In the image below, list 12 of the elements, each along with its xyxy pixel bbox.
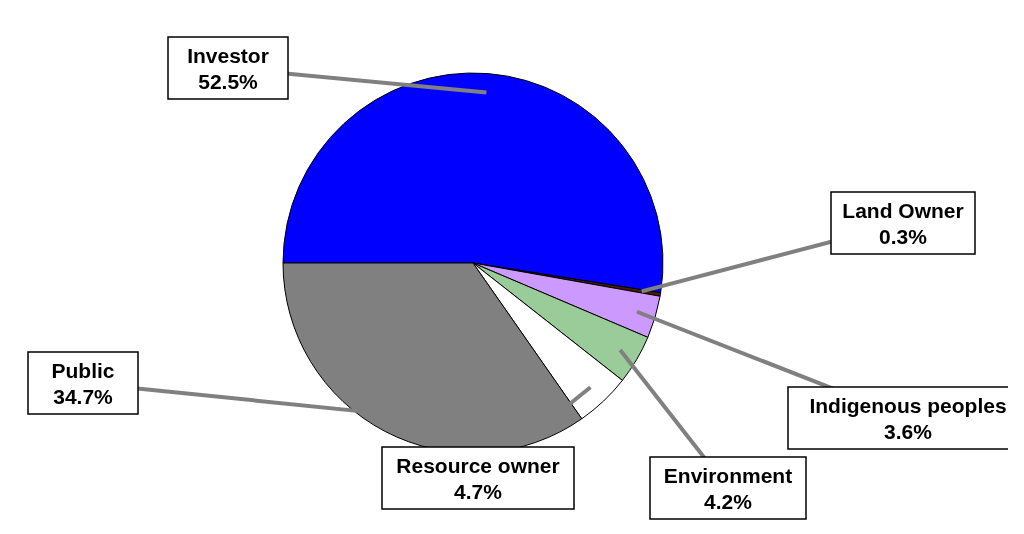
slice-label: Investor (187, 44, 269, 67)
slice-label: Public (51, 359, 115, 382)
slice-label: Land Owner (842, 199, 964, 222)
slice-label: Environment (663, 464, 793, 487)
data-label: 4.2% (704, 490, 753, 513)
data-label: 3.6% (884, 420, 933, 443)
data-label: 34.7% (53, 385, 114, 408)
slice-label: Indigenous peoples (809, 394, 1007, 417)
data-label: 0.3% (879, 225, 928, 248)
data-label: 52.5% (198, 70, 259, 93)
slice-label: Resource owner (396, 454, 560, 477)
data-label: 4.7% (454, 480, 503, 503)
